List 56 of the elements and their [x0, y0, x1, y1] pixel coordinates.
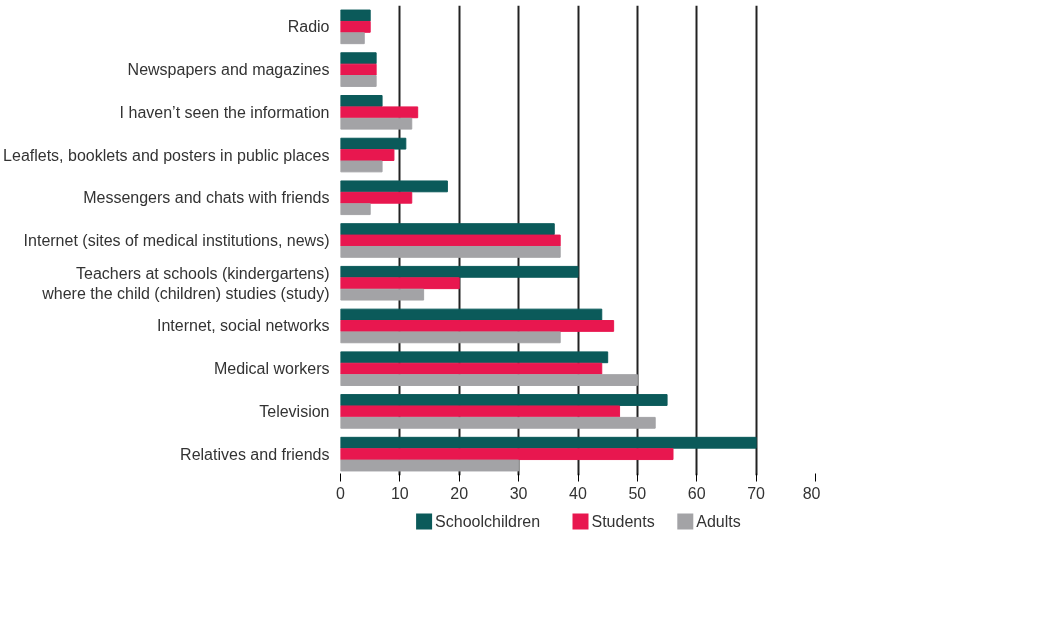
x-tick-label: 50 [628, 484, 647, 502]
legend-label: Adults [696, 513, 741, 530]
x-tick-label: 80 [802, 484, 821, 502]
y-tick-label: Radio [287, 18, 330, 36]
bar [340, 374, 638, 386]
y-tick-label: Teachers at schools (kindergartens) where the child (children) studies (study) [41, 264, 330, 302]
bar [340, 436, 757, 449]
bar [340, 149, 395, 161]
bar [340, 20, 371, 33]
bar [340, 95, 383, 107]
bar [340, 191, 413, 204]
x-tick-label: 70 [747, 484, 766, 502]
bar [340, 180, 448, 193]
bar [340, 405, 621, 418]
bar [340, 137, 407, 150]
bar [340, 265, 579, 278]
x-tick-label: 40 [569, 484, 587, 502]
y-tick-label: Television [259, 402, 330, 420]
bar [340, 234, 561, 247]
bar [340, 362, 603, 375]
bar [340, 459, 520, 472]
bar [340, 9, 371, 22]
bar [340, 277, 460, 290]
bar [340, 52, 377, 65]
x-tick-label: 30 [509, 484, 528, 502]
legend-label: Students [591, 513, 655, 530]
bar [340, 331, 561, 344]
x-tick-label: 10 [390, 484, 409, 502]
bar [340, 223, 555, 236]
bar [340, 160, 383, 173]
bar [340, 75, 377, 87]
bar [340, 32, 365, 45]
bar [340, 448, 674, 461]
y-tick-label: Messengers and chats with friends [83, 189, 330, 207]
bar [340, 288, 425, 301]
x-tick-label: 60 [687, 484, 706, 502]
bar [340, 351, 609, 364]
legend-label: Schoolchildren [435, 513, 541, 530]
x-tick-label: 0 [336, 484, 346, 502]
bar [340, 117, 413, 130]
y-tick-label: Newspapers and magazines [127, 61, 330, 79]
y-tick-label: Internet (sites of medical institutions, news) [23, 232, 330, 249]
bar [340, 203, 371, 216]
bar [340, 63, 377, 76]
bar [340, 416, 656, 429]
bar [340, 320, 615, 332]
bar [340, 245, 561, 258]
y-tick-label: I haven’t seen the information [119, 103, 330, 121]
bar [340, 308, 603, 321]
y-tick-label: Internet, social networks [156, 317, 330, 335]
y-tick-label: Relatives and friends [180, 445, 330, 463]
bar [340, 394, 668, 406]
y-tick-label: Leaflets, booklets and posters in public places [3, 146, 330, 164]
y-tick-label: Medical workers [213, 360, 330, 378]
bar [340, 106, 419, 119]
x-tick-label: 20 [450, 484, 469, 502]
